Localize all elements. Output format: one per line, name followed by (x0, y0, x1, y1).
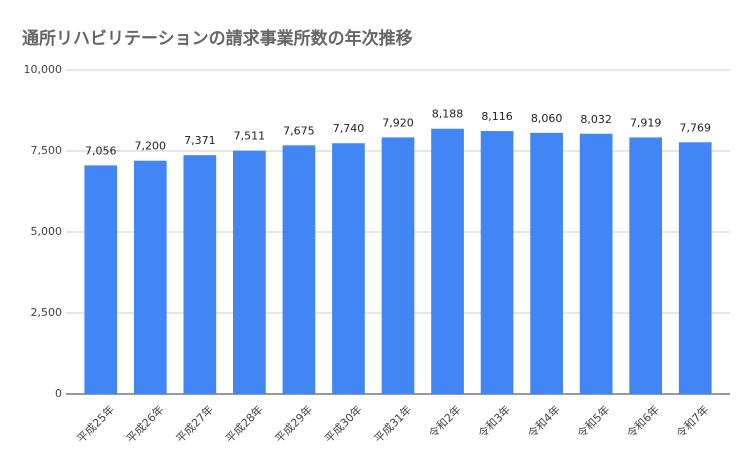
x-tick-label: 令和3年 (475, 402, 513, 440)
x-tick-label: 平成26年 (123, 402, 166, 445)
bar (579, 133, 613, 395)
bar (133, 160, 167, 394)
bar (678, 142, 712, 394)
chart-title: 通所リハビリテーションの請求事業所数の年次推移 (22, 28, 413, 49)
data-label: 7,675 (283, 124, 315, 137)
data-label: 7,740 (333, 122, 365, 135)
bar (480, 131, 514, 394)
bar (381, 137, 415, 394)
x-tick-label: 平成30年 (322, 402, 365, 445)
bar (84, 165, 118, 394)
data-label: 7,200 (135, 140, 167, 153)
data-label: 7,371 (184, 134, 216, 147)
x-tick-label: 令和6年 (624, 402, 662, 440)
x-tick-label: 平成29年 (272, 402, 315, 445)
y-tick-label: 5,000 (31, 225, 63, 238)
data-label: 7,056 (85, 144, 117, 157)
data-label: 8,188 (432, 108, 464, 121)
bar (233, 150, 266, 394)
x-tick-label: 平成31年 (371, 402, 414, 445)
bar (530, 132, 563, 394)
x-tick-label: 令和2年 (426, 402, 464, 440)
x-tick-label: 平成25年 (74, 402, 117, 445)
x-tick-label: 令和4年 (525, 402, 563, 440)
bar (183, 155, 217, 394)
data-label: 7,919 (630, 116, 662, 129)
data-label: 7,920 (382, 116, 414, 129)
x-tick-label: 平成28年 (222, 402, 265, 445)
y-tick-label: 7,500 (31, 144, 63, 157)
y-tick-label: 10,000 (24, 63, 63, 76)
bar (629, 137, 663, 395)
bar (332, 143, 365, 394)
data-label: 8,060 (531, 112, 563, 125)
data-label: 7,769 (679, 121, 711, 134)
y-tick-label: 0 (55, 387, 62, 400)
data-label: 8,032 (580, 113, 612, 126)
x-tick-label: 平成27年 (173, 402, 216, 445)
bar (431, 128, 464, 394)
x-tick-label: 令和7年 (673, 402, 711, 440)
data-label: 8,116 (481, 110, 513, 123)
data-label: 7,511 (234, 130, 266, 143)
y-tick-label: 2,500 (31, 306, 63, 319)
bar (282, 145, 316, 394)
x-tick-label: 令和5年 (574, 402, 612, 440)
